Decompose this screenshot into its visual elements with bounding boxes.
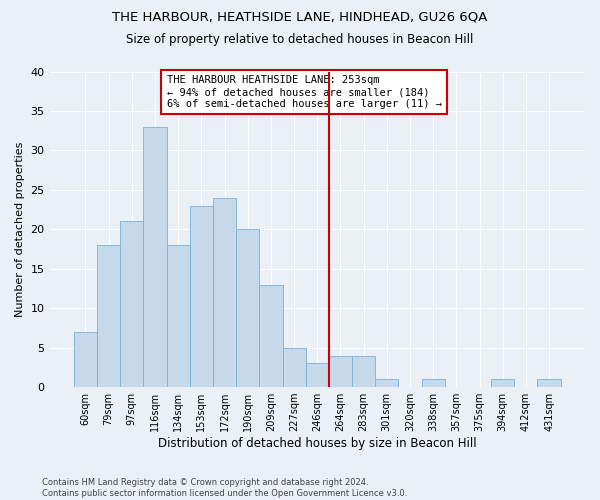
- Text: Contains HM Land Registry data © Crown copyright and database right 2024.
Contai: Contains HM Land Registry data © Crown c…: [42, 478, 407, 498]
- Bar: [538, 379, 560, 387]
- Bar: [305, 364, 329, 387]
- Bar: [352, 356, 375, 387]
- Bar: [120, 222, 143, 387]
- Bar: [283, 348, 305, 387]
- Text: THE HARBOUR, HEATHSIDE LANE, HINDHEAD, GU26 6QA: THE HARBOUR, HEATHSIDE LANE, HINDHEAD, G…: [112, 10, 488, 23]
- Y-axis label: Number of detached properties: Number of detached properties: [15, 142, 25, 317]
- Bar: [167, 245, 190, 387]
- Text: Size of property relative to detached houses in Beacon Hill: Size of property relative to detached ho…: [127, 32, 473, 46]
- Bar: [375, 379, 398, 387]
- Bar: [329, 356, 352, 387]
- Bar: [422, 379, 445, 387]
- X-axis label: Distribution of detached houses by size in Beacon Hill: Distribution of detached houses by size …: [158, 437, 476, 450]
- Bar: [259, 284, 283, 387]
- Bar: [97, 245, 120, 387]
- Bar: [190, 206, 213, 387]
- Bar: [74, 332, 97, 387]
- Bar: [491, 379, 514, 387]
- Bar: [143, 126, 167, 387]
- Bar: [213, 198, 236, 387]
- Bar: [236, 230, 259, 387]
- Text: THE HARBOUR HEATHSIDE LANE: 253sqm
← 94% of detached houses are smaller (184)
6%: THE HARBOUR HEATHSIDE LANE: 253sqm ← 94%…: [167, 76, 442, 108]
